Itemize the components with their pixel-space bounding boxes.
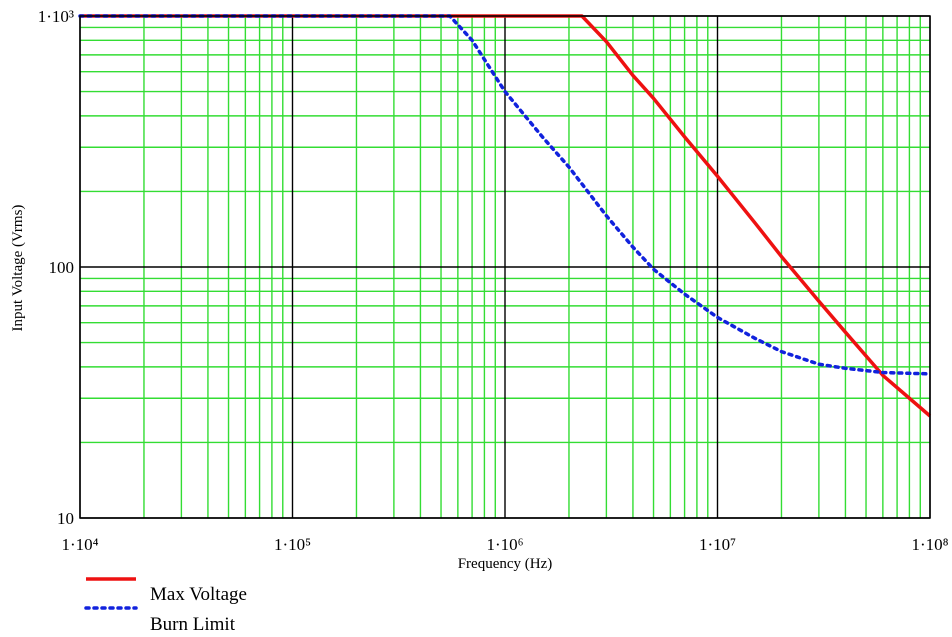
legend: Max Voltage Burn Limit <box>86 579 247 635</box>
y-tick-label: 1·10³ <box>38 7 74 26</box>
x-tick-label: 1·10⁴ <box>61 535 98 554</box>
tick-labels: 1·10⁴ 1·10⁵ 1·10⁶ 1·10⁷ 1·10⁸ 10 100 1·10³ <box>38 7 949 554</box>
y-tick-label: 100 <box>49 258 75 277</box>
legend-label-max-voltage: Max Voltage <box>150 584 247 605</box>
y-tick-label: 10 <box>57 509 74 528</box>
y-axis-title: Input Voltage (Vrms) <box>10 205 26 332</box>
x-tick-label: 1·10⁸ <box>911 535 948 554</box>
x-tick-label: 1·10⁷ <box>699 535 736 554</box>
x-tick-label: 1·10⁶ <box>486 535 523 554</box>
legend-label-burn-limit: Burn Limit <box>150 614 236 635</box>
x-axis-title: Frequency (Hz) <box>458 556 553 572</box>
x-tick-label: 1·10⁵ <box>274 535 311 554</box>
